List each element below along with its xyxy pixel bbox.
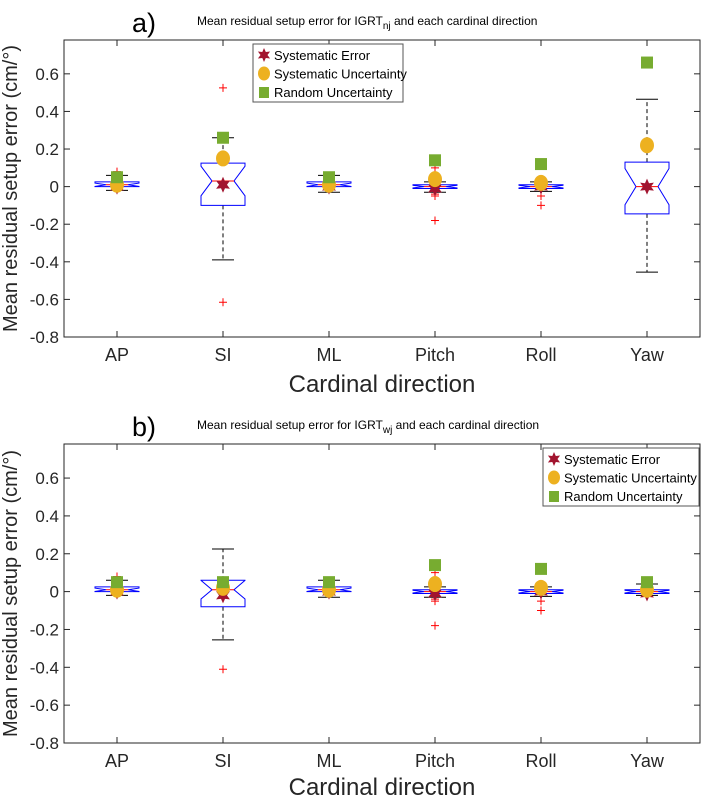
y-tick-label: -0.2 (30, 620, 59, 639)
systematic-uncertainty-point (640, 137, 654, 154)
systematic-uncertainty-point (216, 150, 230, 167)
panel-label: b) (132, 412, 156, 442)
chart-title: Mean residual setup error for IGRTnj and… (197, 14, 537, 32)
y-tick-label: -0.6 (30, 696, 59, 715)
legend-square-icon (259, 87, 269, 98)
y-tick-label: -0.2 (30, 215, 59, 234)
outlier-point (219, 665, 227, 674)
y-tick-label: 0.2 (35, 140, 59, 159)
legend-box (252, 43, 404, 103)
y-tick-label: 0 (50, 583, 59, 602)
x-tick-label: ML (316, 751, 341, 771)
legend-label: Systematic Uncertainty (274, 67, 407, 82)
random-uncertainty-point (323, 171, 335, 184)
y-tick-label: -0.6 (30, 290, 59, 309)
outlier-point (219, 298, 227, 307)
y-tick-label: -0.4 (30, 658, 59, 677)
x-tick-label: SI (214, 751, 231, 771)
y-tick-label: 0.6 (35, 65, 59, 84)
x-axis-label: Cardinal direction (289, 774, 476, 799)
random-uncertainty-point (429, 154, 441, 167)
panel-a: -0.8 -0.6 -0.4 -0.2 0 0.2 0.4 0.6 AP SI ML Pitch Rol… (0, 8, 701, 398)
legend-star-icon (547, 452, 561, 466)
random-uncertainty-point (217, 576, 229, 589)
outlier-point (219, 83, 227, 92)
x-tick-label: Yaw (630, 751, 665, 771)
legend-circle-icon (258, 66, 270, 81)
outlier-point (431, 621, 439, 630)
y-tick-label: 0 (50, 178, 59, 197)
panel-b: -0.8 -0.6 -0.4 -0.2 0 0.2 0.4 0.6 AP SI ML Pitch Rol… (0, 412, 701, 799)
systematic-uncertainty-point (534, 174, 548, 191)
systematic-uncertainty-point (428, 576, 442, 593)
y-tick-label: 0.4 (35, 507, 59, 526)
legend: Systematic Error Systematic Uncertainty Ra… (252, 43, 407, 103)
x-tick-label: Yaw (630, 345, 665, 365)
x-tick-label: Roll (525, 751, 556, 771)
outlier-point (431, 216, 439, 225)
legend-label: Systematic Uncertainty (564, 471, 697, 486)
y-tick-label: -0.8 (30, 734, 59, 753)
y-tick-label: 0.2 (35, 545, 59, 564)
legend-label: Systematic Error (274, 48, 371, 63)
legend: Systematic Error Systematic Uncertainty Ra… (542, 447, 700, 507)
y-tick-label: 0.6 (35, 469, 59, 488)
legend-label: Random Uncertainty (564, 489, 683, 504)
x-tick-label: SI (214, 345, 231, 365)
x-tick-label: ML (316, 345, 341, 365)
legend-star-icon (257, 48, 271, 62)
random-uncertainty-point (111, 171, 123, 184)
random-uncertainty-point (217, 131, 229, 144)
x-tick-label: AP (105, 751, 129, 771)
random-uncertainty-point (535, 158, 547, 171)
systematic-error-point (428, 180, 442, 197)
random-uncertainty-point (323, 576, 335, 589)
x-tick-label: Pitch (415, 345, 455, 365)
y-tick-label: 0.4 (35, 102, 59, 121)
panel-label: a) (132, 8, 156, 38)
y-tick-label: -0.4 (30, 253, 59, 272)
legend-label: Systematic Error (564, 452, 661, 467)
random-uncertainty-point (111, 576, 123, 589)
outlier-point (537, 201, 545, 210)
y-axis-label: Mean residual setup error (cm/°) (0, 450, 22, 737)
systematic-uncertainty-point (428, 171, 442, 188)
y-tick-label: -0.8 (30, 328, 59, 347)
legend-circle-icon (548, 470, 560, 485)
systematic-error-point (428, 585, 442, 602)
random-uncertainty-point (429, 559, 441, 572)
x-axis-label: Cardinal direction (289, 371, 476, 398)
systematic-error-point (640, 178, 654, 195)
chart-title: Mean residual setup error for IGRTwj and… (197, 418, 539, 436)
y-axis-label: Mean residual setup error (cm/°) (0, 45, 22, 332)
legend-square-icon (549, 491, 559, 502)
x-tick-label: Pitch (415, 751, 455, 771)
random-uncertainty-point (535, 562, 547, 575)
random-uncertainty-point (641, 56, 653, 69)
outlier-point (537, 606, 545, 615)
x-tick-label: AP (105, 345, 129, 365)
legend-box (542, 447, 700, 507)
systematic-uncertainty-point (534, 579, 548, 596)
x-tick-label: Roll (525, 345, 556, 365)
systematic-error-point (216, 176, 230, 193)
random-uncertainty-point (641, 576, 653, 589)
legend-label: Random Uncertainty (274, 85, 393, 100)
